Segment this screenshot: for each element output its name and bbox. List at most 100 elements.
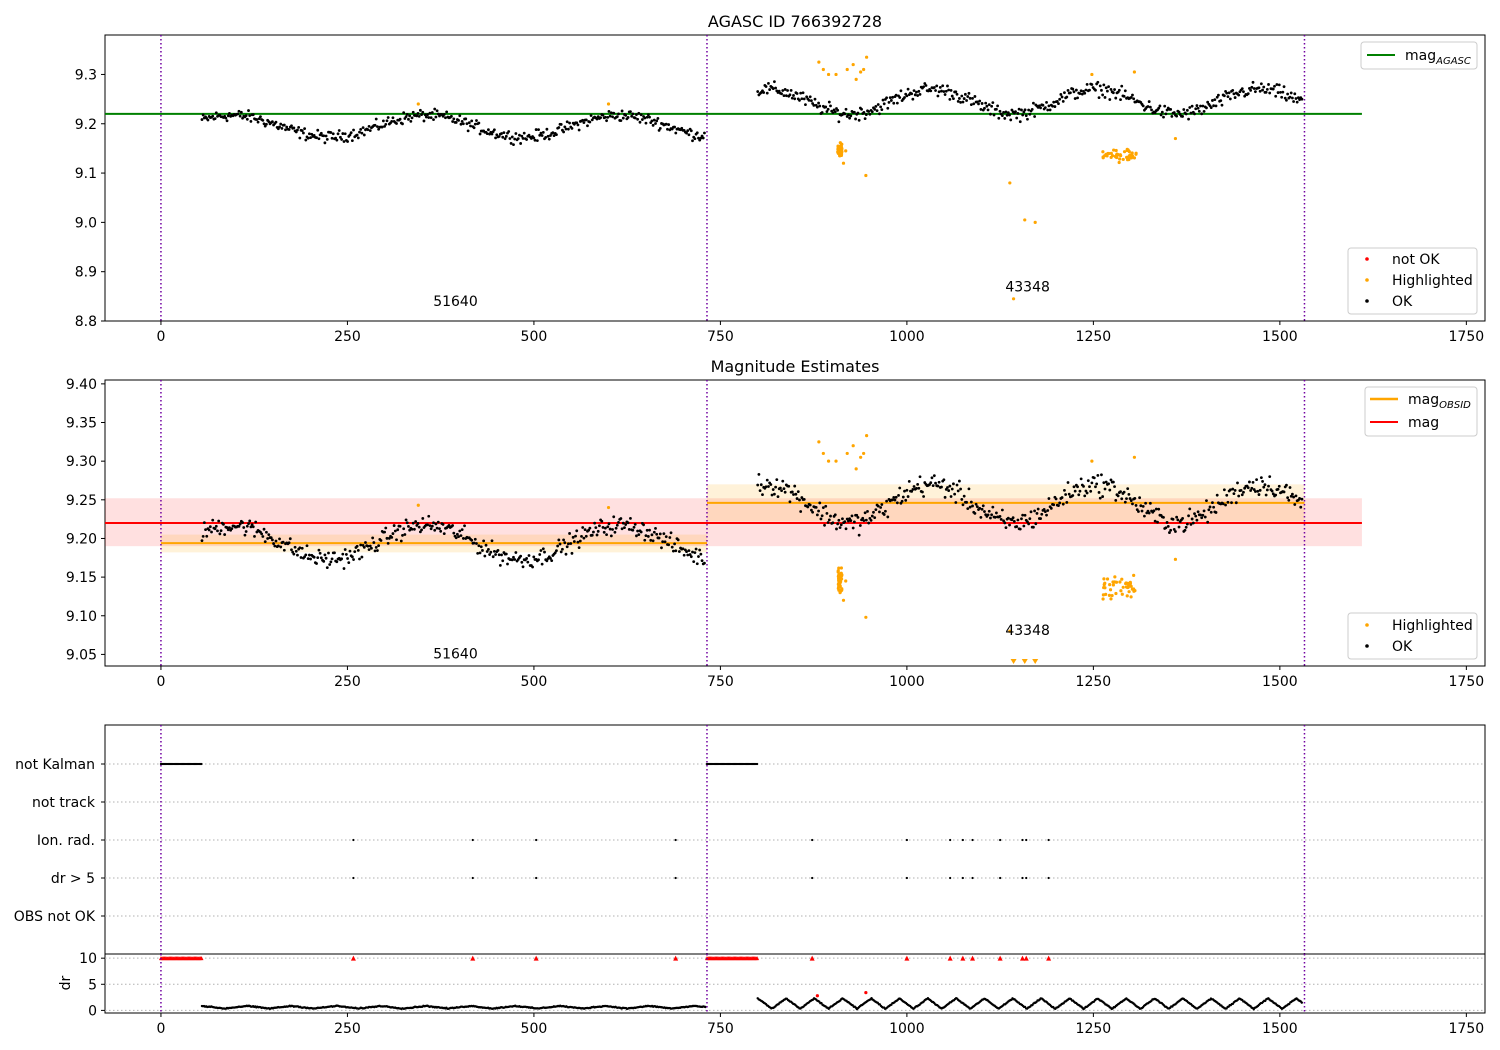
ok-point (330, 136, 334, 140)
ok-point (638, 120, 642, 124)
ok-point (262, 122, 266, 126)
ok-point (1147, 511, 1151, 515)
ok-point (1295, 100, 1299, 104)
ok-point (798, 99, 801, 102)
ok-point (1131, 502, 1134, 506)
ok-point (643, 538, 647, 542)
ok-point (695, 131, 699, 135)
ok-point (1119, 490, 1122, 494)
ok-point (1023, 108, 1027, 112)
ok-point (316, 128, 320, 132)
ok-point (1146, 105, 1150, 108)
ok-point (1177, 110, 1181, 114)
ok-point (643, 116, 647, 120)
dr-gt5-point (535, 876, 538, 880)
ok-point (983, 106, 986, 110)
ok-point (589, 114, 593, 117)
ok-point (1033, 509, 1036, 513)
ok-point (1140, 509, 1144, 513)
ok-point (984, 101, 988, 105)
highlighted-point (1121, 585, 1125, 589)
ok-point (483, 554, 487, 558)
ok-point (758, 489, 762, 493)
highlighted-point (1173, 557, 1178, 561)
ok-point (644, 121, 648, 125)
y-tick-label: 9.10 (66, 609, 97, 625)
ok-point (1202, 110, 1206, 113)
ok-point (360, 131, 364, 135)
ok-point (662, 532, 666, 536)
ok-point (852, 110, 856, 114)
ok-point (1293, 503, 1297, 506)
ok-point (299, 556, 303, 559)
ok-point (1188, 507, 1192, 511)
ok-point (937, 480, 941, 484)
ok-point (1012, 520, 1016, 523)
ok-point (454, 121, 458, 124)
ok-point (1292, 100, 1295, 103)
ok-point (942, 90, 946, 93)
ok-point (757, 472, 761, 476)
ok-point (867, 110, 871, 113)
ok-point (1189, 111, 1193, 115)
ok-point (691, 550, 694, 554)
ok-point (1046, 108, 1050, 112)
ok-point (429, 116, 433, 120)
ok-point (444, 116, 447, 120)
ok-point (341, 132, 345, 135)
ok-point (948, 484, 952, 488)
ok-point (433, 528, 437, 532)
ok-point (644, 534, 648, 538)
agasc-plot-frame (104, 34, 1486, 322)
ok-point (336, 132, 340, 136)
ok-point (1289, 91, 1293, 95)
ok-point (461, 122, 465, 126)
y-tick-label: 10 (79, 951, 97, 967)
ok-point (1274, 94, 1278, 98)
ok-point (932, 86, 936, 89)
ok-point (550, 559, 554, 563)
ok-point (1043, 106, 1047, 110)
ok-point (637, 111, 641, 115)
ok-point (251, 113, 255, 117)
highlighted-point (862, 67, 866, 72)
ok-point (978, 99, 982, 103)
ok-point (793, 97, 797, 101)
ok-point (551, 131, 555, 135)
dr-gt5-point (961, 876, 964, 880)
highlighted-point (1111, 580, 1115, 584)
ok-point (557, 538, 561, 542)
ok-point (290, 548, 293, 552)
ok-point (646, 113, 650, 117)
dr-gt5-point (471, 876, 474, 880)
ok-point (433, 107, 437, 111)
ok-point (1253, 490, 1257, 493)
highlighted-point (839, 566, 843, 570)
ok-point (1067, 492, 1071, 496)
ok-point (552, 134, 556, 138)
x-tick-label: 750 (707, 329, 734, 345)
ok-point (666, 127, 669, 131)
ok-point (325, 566, 329, 570)
ok-point (1120, 497, 1124, 501)
highlighted-point (859, 70, 863, 74)
ok-point (897, 493, 900, 497)
ok-point (922, 495, 926, 498)
ok-point (1082, 484, 1085, 488)
ok-point (1168, 531, 1171, 534)
ok-point (912, 89, 916, 93)
ok-point (799, 91, 803, 95)
ok-point (1085, 82, 1089, 86)
ok-point (519, 142, 523, 145)
ok-point (1215, 493, 1219, 497)
ok-point (608, 114, 612, 118)
ok-point (950, 94, 954, 98)
ok-point (1079, 477, 1083, 481)
ok-point (303, 127, 307, 131)
ok-point (1257, 493, 1261, 496)
highlighted-point (1105, 577, 1110, 581)
highlighted-point (1008, 629, 1012, 633)
ok-point (514, 551, 518, 554)
legend-label: mag (1408, 415, 1439, 431)
ok-point (1051, 104, 1054, 108)
